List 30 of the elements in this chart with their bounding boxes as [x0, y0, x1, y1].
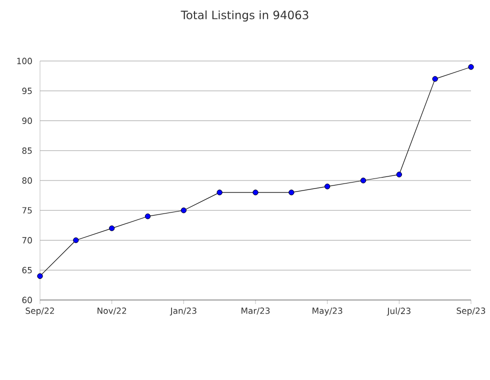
point: [37, 273, 43, 279]
point: [108, 225, 115, 232]
x-tick-label: Mar/23: [242, 308, 270, 315]
y-tick-label: 100: [17, 58, 32, 64]
point: [288, 190, 294, 196]
point: [360, 178, 366, 184]
y-tick-label: 70: [22, 237, 32, 244]
x-tick-label: May/23: [312, 308, 342, 316]
point: [432, 76, 438, 82]
y-tick-label: 80: [22, 177, 32, 184]
chart-title: Total Listings in 94063: [180, 10, 308, 22]
point: [180, 208, 187, 214]
x-tick-label: Jan/23: [170, 308, 196, 316]
point: [252, 190, 258, 196]
x-tick-label: Jul/23: [386, 308, 410, 316]
point: [468, 64, 474, 70]
y-tick-label: 95: [22, 88, 32, 94]
y-tick-label: 85: [22, 147, 32, 154]
x-tick-label: Sep/23: [456, 308, 486, 316]
y-tick-label: 75: [22, 207, 32, 214]
x-tick-label: Sep/22: [26, 308, 54, 316]
y-tick-label: 60: [22, 296, 32, 304]
y-tick-label: 65: [22, 266, 32, 274]
point: [73, 237, 79, 244]
y-tick-label: 90: [22, 118, 32, 124]
point: [324, 184, 330, 190]
point: [216, 190, 222, 196]
point: [144, 214, 151, 220]
x-tick-label: Nov/22: [98, 308, 126, 315]
point: [396, 172, 402, 178]
